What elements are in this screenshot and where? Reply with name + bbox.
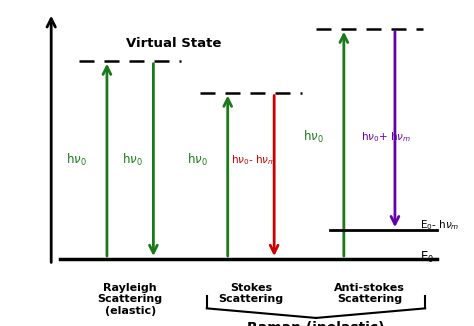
Text: E$_0$: E$_0$	[420, 250, 435, 265]
Text: Rayleigh
Scattering
(elastic): Rayleigh Scattering (elastic)	[98, 283, 163, 316]
Text: h$\nu_0$: h$\nu_0$	[303, 129, 324, 145]
Text: E$_0$- h$\nu_m$: E$_0$- h$\nu_m$	[420, 218, 460, 232]
Text: h$\nu_0$: h$\nu_0$	[122, 152, 143, 168]
Text: h$\nu_0$: h$\nu_0$	[187, 152, 208, 168]
Text: h$\nu_0$- h$\nu_m$: h$\nu_0$- h$\nu_m$	[231, 153, 276, 167]
Text: h$\nu_0$: h$\nu_0$	[66, 152, 87, 168]
Text: h$\nu_0$+ h$\nu_m$: h$\nu_0$+ h$\nu_m$	[361, 130, 411, 144]
Text: Anti-stokes
Scattering: Anti-stokes Scattering	[334, 283, 405, 304]
Text: Virtual State: Virtual State	[126, 37, 221, 50]
Text: Stokes
Scattering: Stokes Scattering	[219, 283, 283, 304]
Text: Raman (inelastic): Raman (inelastic)	[247, 321, 385, 326]
